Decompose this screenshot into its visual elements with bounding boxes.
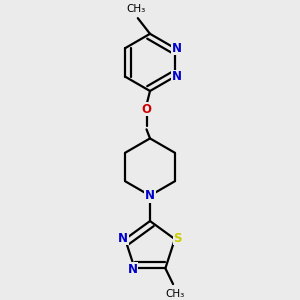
Text: S: S	[173, 232, 182, 244]
Text: N: N	[172, 42, 182, 55]
Text: CH₃: CH₃	[126, 4, 146, 14]
Text: N: N	[128, 263, 137, 276]
Text: O: O	[142, 103, 152, 116]
Text: N: N	[172, 70, 182, 83]
Text: N: N	[145, 189, 155, 202]
Text: N: N	[118, 232, 128, 244]
Text: CH₃: CH₃	[165, 289, 184, 299]
